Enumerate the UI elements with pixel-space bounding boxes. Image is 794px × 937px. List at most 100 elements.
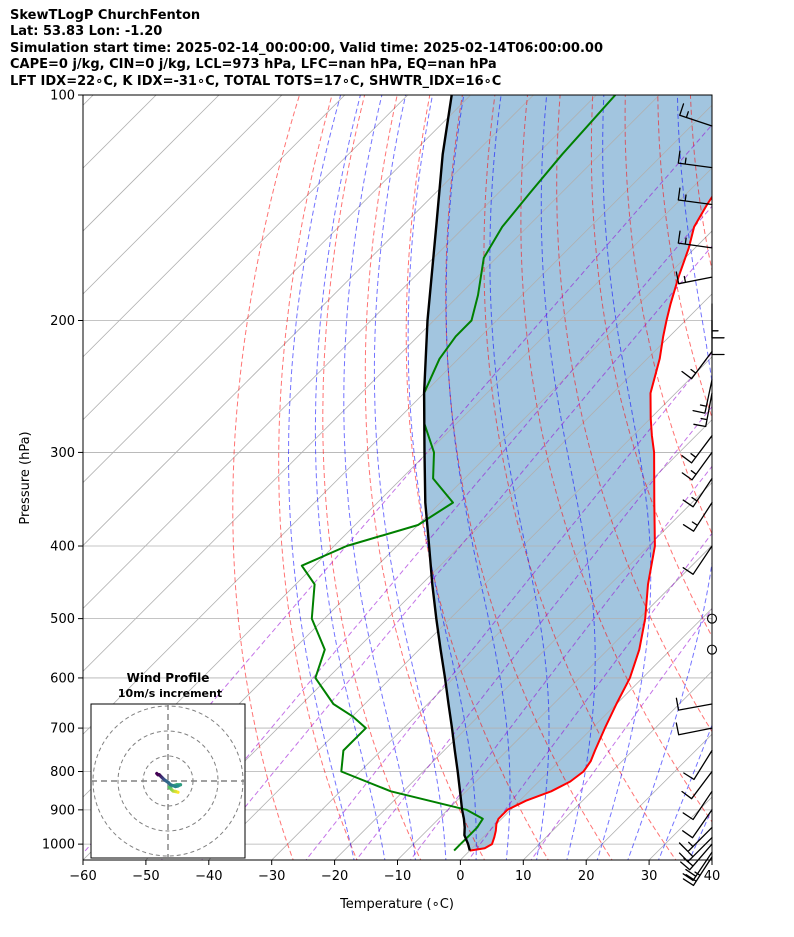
dry-adiabat: [278, 95, 358, 860]
wind-barb-staff: [680, 843, 713, 871]
wind-barb: [681, 350, 713, 380]
mixing-ratio-line: [409, 465, 712, 860]
chart-title: SkewTLogP ChurchFenton: [10, 8, 201, 23]
isotherm-gridline: [334, 482, 712, 860]
x-tick-label: −20: [321, 869, 348, 884]
moist-adiabats-layer: [288, 95, 712, 860]
moist-adiabat: [657, 723, 712, 860]
wind-barb-staff: [675, 722, 713, 736]
wind-barb-staff: [711, 303, 725, 339]
wind-barb-staff: [681, 350, 713, 380]
wind-barb-staff: [682, 856, 713, 887]
wind-barb-staff: [681, 770, 713, 800]
wind-barb: [681, 435, 713, 464]
x-axis-label: Temperature (∘C): [339, 897, 454, 912]
y-tick-label: 500: [50, 612, 75, 627]
wind-barb: [681, 451, 713, 481]
temperature-line: [469, 195, 712, 852]
time-line: Simulation start time: 2025-02-14_00:00:…: [10, 40, 603, 56]
wind-barb: [682, 790, 713, 821]
x-tick-label: 40: [704, 869, 721, 884]
x-tick-label: 0: [456, 869, 464, 884]
y-tick-label: 200: [50, 314, 75, 329]
wind-barb-staff: [681, 435, 713, 464]
y-tick-label: 600: [50, 671, 75, 686]
moist-adiabat: [343, 95, 416, 860]
dry-adiabat: [624, 95, 712, 536]
x-tick-label: 30: [641, 869, 658, 884]
x-tick-label: 10: [515, 869, 532, 884]
wind-barb-staff: [678, 826, 713, 853]
wind-barb: [683, 749, 713, 781]
wind-barb: [677, 187, 713, 206]
profile-lines-layer: [300, 95, 712, 852]
wind-barb: [681, 770, 713, 800]
mixing-ratio-line: [201, 245, 712, 860]
dry-adiabat: [322, 95, 422, 860]
wind-barb-staff: [682, 809, 713, 839]
wind-barb: [677, 230, 713, 249]
wind-barb: [682, 851, 713, 882]
moist-adiabat: [540, 95, 596, 860]
inset-subtitle: 10m/s increment: [118, 687, 222, 700]
dry-adiabats-layer: [232, 95, 712, 860]
dewpoint-line: [300, 95, 617, 852]
axes-layer: −60 −50 −40 −30 −20 −10 0 10 20 30 40 1000 900 800 700…: [42, 89, 720, 885]
wind-barb: [675, 722, 713, 736]
isotherm-gridline: [459, 607, 712, 860]
parcel-line: [422, 95, 471, 851]
hodograph-segment: [155, 771, 160, 777]
x-tick-label: −50: [132, 869, 159, 884]
isotherm-gridline: [772, 78, 794, 863]
wind-barbs-layer: [675, 103, 725, 887]
wind-barb: [682, 809, 713, 839]
y-tick-label: 800: [50, 765, 75, 780]
dry-adiabat: [556, 95, 712, 733]
wind-barb-staff: [692, 379, 713, 414]
mixing-ratio-line: [305, 351, 712, 860]
moist-adiabat: [445, 95, 511, 860]
moist-adiabat: [596, 95, 652, 860]
dry-adiabat: [520, 95, 712, 823]
wind-barb-staff: [677, 230, 713, 249]
wind-barb: [678, 826, 713, 853]
mixing-ratio-line: [530, 608, 712, 860]
y-tick-label: 1000: [42, 838, 75, 853]
isotherm-gridline: [83, 95, 472, 484]
isotherm-gridline: [83, 95, 220, 232]
wind-barb-staff: [682, 501, 713, 532]
wind-barb: [680, 843, 713, 871]
indices-line: LFT IDX=22∘C, K IDX=-31∘C, TOTAL TOTS=17…: [10, 73, 502, 89]
isotherm-gridline: [208, 356, 712, 860]
dry-adiabat: [483, 95, 677, 860]
isotherm-gridline: [522, 670, 712, 860]
stability-line: CAPE=0 j/kg, CIN=0 j/kg, LCL=973 hPa, LF…: [10, 57, 497, 73]
isotherm-gridline: [83, 95, 346, 358]
wind-barb-staff: [682, 477, 713, 508]
wind-barb-staff: [682, 545, 713, 575]
mixing-ratio-line: [160, 205, 712, 860]
wind-barb-staff: [679, 103, 713, 127]
grid-layer: [83, 78, 794, 863]
y-tick-label: 400: [50, 540, 75, 555]
mixing-ratio-line: [467, 532, 712, 860]
cin-shaded-area: [424, 95, 712, 851]
wind-barb-staff: [683, 749, 713, 781]
wind-barb: [677, 150, 713, 169]
x-tick-label: −30: [258, 869, 285, 884]
wind-barb-staff: [677, 187, 713, 206]
cin-shading-layer: [424, 95, 712, 851]
inset-title: Wind Profile: [127, 671, 210, 685]
hodograph-layer: [91, 704, 245, 858]
wind-barb-staff: [682, 851, 713, 882]
dry-adiabat: [364, 95, 486, 860]
wind-barb-staff: [693, 392, 713, 428]
y-axis-label: Pressure (hPa): [18, 431, 33, 524]
wind-barb: [693, 392, 713, 428]
x-tick-label: −40: [195, 869, 222, 884]
wind-barb: [711, 303, 725, 339]
isotherm-gridline: [83, 95, 660, 672]
moist-adiabat: [373, 95, 447, 860]
y-tick-label: 300: [50, 446, 75, 461]
moist-adiabat: [314, 95, 386, 860]
